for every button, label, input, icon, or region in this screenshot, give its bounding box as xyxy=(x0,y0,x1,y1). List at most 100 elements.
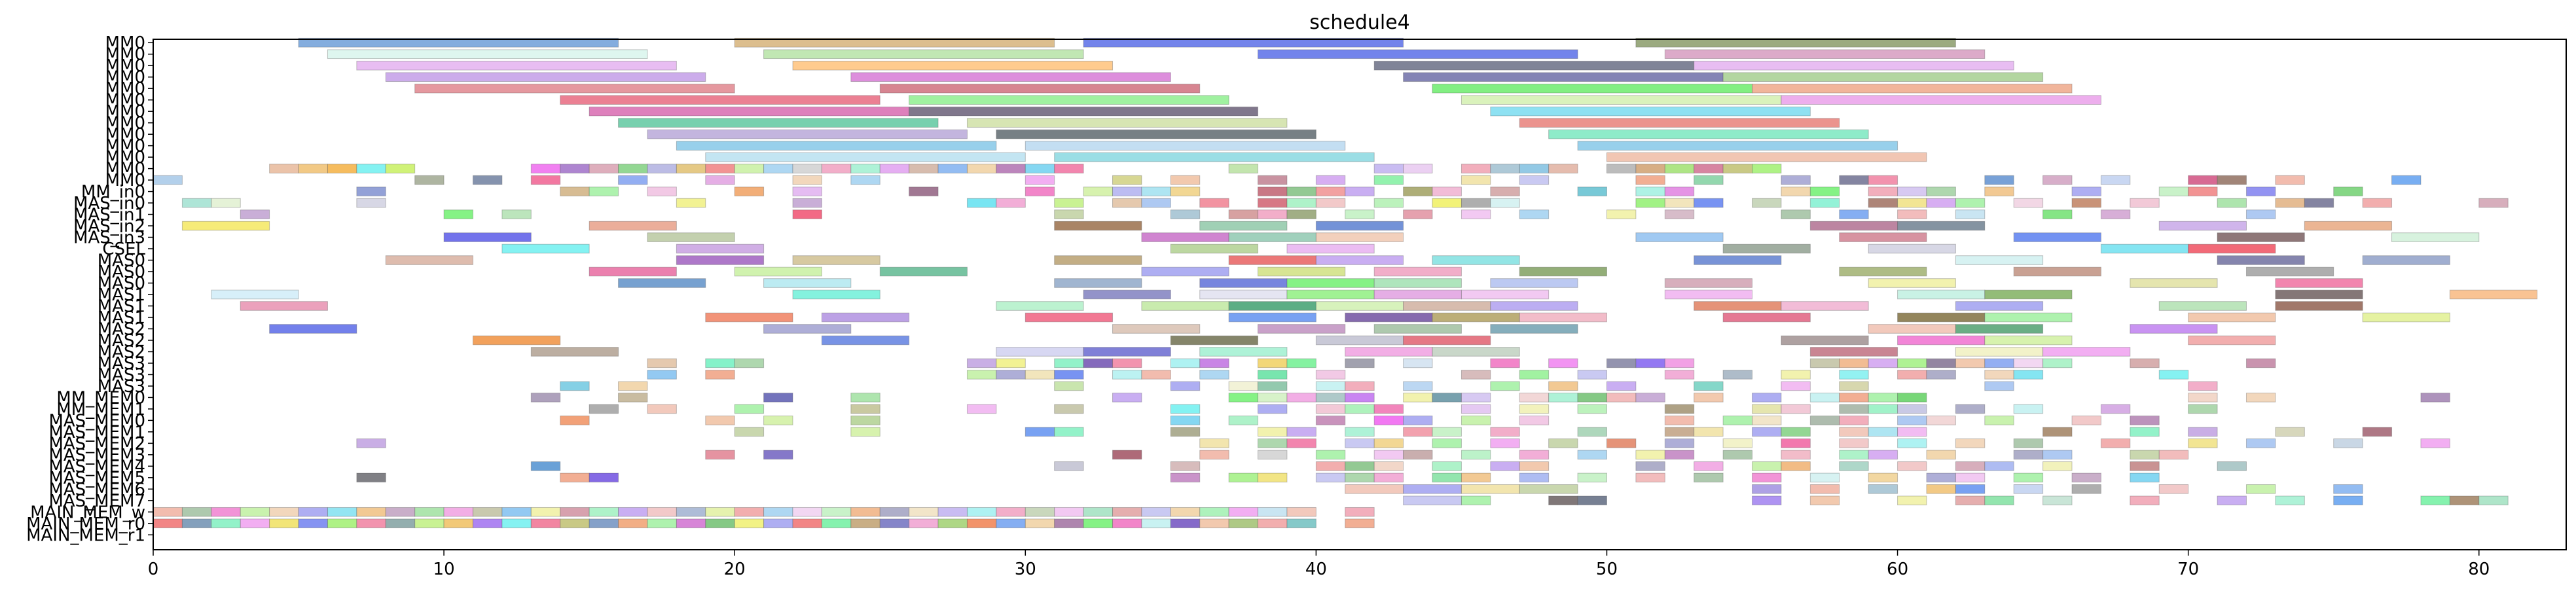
gantt-bar xyxy=(1025,370,1055,380)
gantt-bar xyxy=(1258,370,1288,380)
gantt-bar xyxy=(2245,393,2276,402)
gantt-bar xyxy=(2042,495,2073,506)
gantt-bar xyxy=(560,164,590,173)
gantt-bar xyxy=(1373,404,1404,414)
gantt-bar xyxy=(937,518,968,529)
gantt-bar xyxy=(966,358,997,368)
y-tick-label: MM_MEM1 xyxy=(56,400,145,419)
gantt-bar xyxy=(356,507,386,517)
gantt-bar xyxy=(1955,324,2044,334)
gantt-bar xyxy=(1490,278,1578,288)
gantt-bar xyxy=(1112,507,1142,517)
y-tick-label: MAS0 xyxy=(98,251,145,271)
gantt-bar xyxy=(1345,427,1375,437)
y-tick-label: MM0 xyxy=(105,79,145,99)
gantt-bar xyxy=(1781,335,1869,346)
gantt-bar xyxy=(1781,438,1811,448)
y-tick-label: MM0 xyxy=(105,45,145,65)
gantt-bar xyxy=(676,243,765,254)
gantt-bar xyxy=(792,175,822,185)
gantt-bar xyxy=(356,187,386,196)
gantt-bar xyxy=(1170,518,1201,529)
gantt-bar xyxy=(1781,175,1811,185)
gantt-bar xyxy=(1984,370,2014,380)
gantt-bar xyxy=(1897,358,1927,368)
gantt-bar xyxy=(1926,358,1956,368)
gantt-bar xyxy=(1490,164,1520,173)
gantt-bar xyxy=(1345,381,1375,391)
gantt-bar xyxy=(2362,427,2393,437)
gantt-bar xyxy=(705,164,735,173)
gantt-bar xyxy=(2013,484,2044,494)
gantt-bar xyxy=(2188,427,2218,437)
gantt-bar xyxy=(530,507,561,517)
gantt-bar xyxy=(1345,358,1375,368)
gantt-bar xyxy=(1984,187,2014,196)
gantt-bar xyxy=(705,518,735,529)
gantt-bar xyxy=(1839,232,1927,242)
gantt-bar xyxy=(1460,484,1520,494)
gantt-bar xyxy=(647,370,677,380)
gantt-bar xyxy=(298,518,328,529)
gantt-bar xyxy=(996,164,1026,173)
gantt-bar xyxy=(734,507,765,517)
gantt-bar xyxy=(966,370,997,380)
gantt-bar xyxy=(647,232,735,242)
gantt-bar xyxy=(1519,393,1550,402)
gantt-bar xyxy=(2188,187,2218,196)
gantt-bar xyxy=(1839,358,1869,368)
gantt-bar xyxy=(530,347,619,357)
gantt-bar xyxy=(1141,518,1171,529)
gantt-bar xyxy=(1722,370,1753,380)
gantt-bar xyxy=(996,198,1026,208)
gantt-bar xyxy=(2158,301,2247,311)
gantt-bar xyxy=(1635,232,1724,242)
gantt-bar xyxy=(443,518,474,529)
gantt-bar xyxy=(1054,381,1084,391)
gantt-bar xyxy=(1258,187,1288,196)
gantt-bar xyxy=(1926,187,1956,196)
gantt-bar xyxy=(996,301,1084,311)
gantt-bar xyxy=(298,507,328,517)
gantt-bar xyxy=(1664,370,1695,380)
gantt-bar xyxy=(1722,416,1753,425)
gantt-bar xyxy=(1054,198,1084,208)
gantt-bar xyxy=(1228,312,1316,323)
gantt-bar xyxy=(1519,370,1550,380)
gantt-bar xyxy=(1519,473,1550,483)
gantt-bar xyxy=(1868,427,1898,437)
gantt-bar xyxy=(2100,243,2189,254)
gantt-bar xyxy=(589,187,619,196)
gantt-bar xyxy=(763,278,852,288)
gantt-bar xyxy=(1112,518,1142,529)
gantt-bar xyxy=(1315,335,1404,346)
gantt-bar xyxy=(1373,278,1462,288)
gantt-bar xyxy=(1345,473,1375,483)
gantt-bar xyxy=(1897,461,1927,471)
gantt-bar xyxy=(1025,141,1346,151)
gantt-bar xyxy=(1519,175,1550,185)
gantt-bar xyxy=(1258,518,1288,529)
x-tick-label: 20 xyxy=(724,560,746,579)
gantt-bar xyxy=(2100,175,2131,185)
gantt-bar xyxy=(1519,461,1550,471)
gantt-bar xyxy=(2245,358,2276,368)
gantt-bar xyxy=(1694,164,1724,173)
gantt-bar xyxy=(1432,255,1520,265)
gantt-bar xyxy=(2362,312,2450,323)
gantt-bar xyxy=(1868,278,1956,288)
gantt-bar xyxy=(1577,187,1607,196)
gantt-bar xyxy=(2275,289,2363,300)
gantt-bar xyxy=(2304,198,2334,208)
gantt-bar xyxy=(909,95,1229,105)
gantt-bar xyxy=(560,187,590,196)
gantt-bar xyxy=(2071,416,2101,425)
gantt-bar xyxy=(1694,301,1782,311)
gantt-bar xyxy=(821,335,910,346)
gantt-bar xyxy=(734,427,765,437)
gantt-bar xyxy=(1460,416,1491,425)
gantt-bar xyxy=(850,393,880,402)
gantt-bar xyxy=(1868,473,1898,483)
x-tick-label: 60 xyxy=(1887,560,1908,579)
gantt-bar xyxy=(2042,461,2073,471)
